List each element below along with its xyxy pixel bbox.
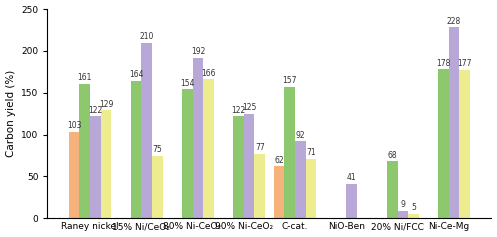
Text: 68: 68 bbox=[387, 151, 397, 160]
Text: 157: 157 bbox=[282, 76, 297, 85]
Text: 5: 5 bbox=[411, 203, 416, 212]
Bar bbox=[408, 214, 419, 218]
Text: 178: 178 bbox=[436, 59, 451, 68]
Bar bbox=[459, 70, 470, 218]
Bar bbox=[131, 81, 141, 218]
Text: 177: 177 bbox=[458, 59, 472, 68]
Bar bbox=[274, 166, 284, 218]
Bar bbox=[69, 132, 80, 218]
Text: 129: 129 bbox=[99, 100, 113, 109]
Text: 122: 122 bbox=[88, 105, 102, 114]
Bar bbox=[152, 155, 163, 218]
Text: 210: 210 bbox=[140, 32, 154, 41]
Text: 192: 192 bbox=[191, 47, 205, 56]
Bar bbox=[192, 58, 203, 218]
Text: 92: 92 bbox=[296, 131, 305, 140]
Bar bbox=[90, 116, 101, 218]
Bar bbox=[101, 110, 111, 218]
Bar bbox=[306, 159, 317, 218]
Text: 41: 41 bbox=[347, 173, 356, 182]
Bar bbox=[141, 42, 152, 218]
Text: 9: 9 bbox=[401, 200, 405, 209]
Bar bbox=[182, 89, 192, 218]
Y-axis label: Carbon yield (%): Carbon yield (%) bbox=[5, 70, 15, 157]
Text: 77: 77 bbox=[255, 143, 265, 152]
Bar bbox=[80, 83, 90, 218]
Bar bbox=[203, 79, 214, 218]
Bar bbox=[438, 69, 449, 218]
Bar bbox=[449, 27, 459, 218]
Bar bbox=[346, 184, 357, 218]
Text: 62: 62 bbox=[274, 156, 284, 165]
Text: 166: 166 bbox=[201, 69, 216, 78]
Text: 228: 228 bbox=[447, 17, 461, 26]
Text: 71: 71 bbox=[306, 148, 316, 157]
Text: 164: 164 bbox=[129, 70, 143, 79]
Bar bbox=[233, 116, 244, 218]
Bar bbox=[398, 211, 408, 218]
Text: 161: 161 bbox=[78, 73, 92, 82]
Text: 75: 75 bbox=[153, 145, 162, 154]
Text: 103: 103 bbox=[67, 121, 82, 130]
Bar bbox=[284, 87, 295, 218]
Bar bbox=[254, 154, 265, 218]
Bar bbox=[387, 161, 398, 218]
Text: 154: 154 bbox=[180, 79, 194, 88]
Bar bbox=[295, 141, 306, 218]
Text: 122: 122 bbox=[231, 105, 246, 114]
Bar bbox=[244, 114, 254, 218]
Text: 125: 125 bbox=[242, 103, 256, 112]
